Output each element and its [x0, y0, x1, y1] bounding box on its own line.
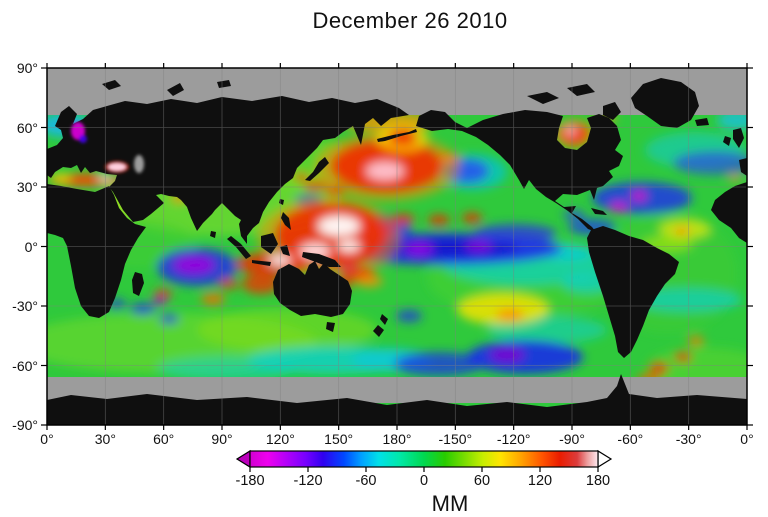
lon-tick-label: 0° — [740, 431, 754, 447]
colorbar-right-arrow — [597, 449, 613, 469]
lat-tick-label: 90° — [16, 60, 38, 76]
colorbar-tick-label: 60 — [473, 473, 491, 489]
colorbar-tick-label: -120 — [293, 473, 323, 489]
colorbar-left-arrow — [235, 449, 251, 469]
lon-tick-label: 30° — [94, 431, 116, 447]
colorbar-unit-label: MM — [431, 491, 469, 516]
lon-tick-label: 180° — [382, 431, 412, 447]
lat-tick-label: -30° — [12, 298, 38, 314]
lat-tick-label: 30° — [16, 179, 38, 195]
world-anomaly-map — [41, 63, 753, 430]
latitude-axis: 90° 60° 30° 0° -30° -60° -90° — [0, 60, 38, 433]
lon-tick-label: 150° — [324, 431, 354, 447]
colorbar-gradient — [249, 450, 599, 468]
lon-tick-label: -30° — [675, 431, 702, 447]
colorbar-tick-label: 0 — [419, 473, 429, 489]
lon-tick-label: 120° — [265, 431, 295, 447]
colorbar — [235, 449, 613, 472]
lon-tick-label: 90° — [211, 431, 233, 447]
colorbar-tick-label: -180 — [235, 473, 265, 489]
lat-tick-label: 60° — [16, 119, 38, 136]
lat-tick-label: 0° — [24, 238, 38, 255]
colorbar-tick-label: 180 — [585, 473, 611, 489]
colorbar-tick-label: 120 — [527, 473, 553, 489]
graticule — [47, 68, 747, 425]
lat-tick-label: -60° — [12, 357, 38, 374]
figure-title: December 26 2010 — [312, 8, 508, 33]
axis-ticks — [41, 63, 753, 430]
lon-tick-label: -120° — [496, 431, 531, 447]
lon-tick-label: 0° — [40, 431, 54, 447]
lon-tick-label: 60° — [153, 431, 175, 447]
colorbar-axis: -180 -120 -60 0 60 120 180 — [230, 473, 620, 491]
lon-tick-label: -60° — [617, 431, 644, 447]
longitude-axis: 0° 30° 60° 90° 120° 150° 180° -150° -120° -90° -60… — [40, 431, 753, 451]
lon-tick-label: -90° — [559, 431, 585, 447]
lon-tick-label: -150° — [438, 431, 473, 447]
colorbar-tick-label: -60 — [355, 473, 377, 489]
lat-tick-label: -90° — [12, 417, 38, 433]
